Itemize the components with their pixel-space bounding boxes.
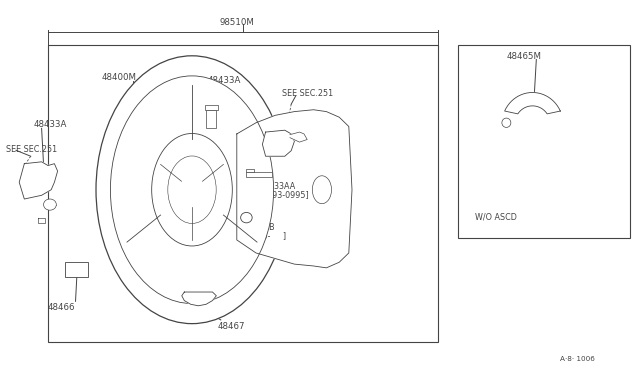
Bar: [48, 45, 438, 342]
Polygon shape: [504, 93, 561, 114]
Ellipse shape: [241, 212, 252, 223]
Bar: [206, 110, 216, 128]
Polygon shape: [262, 130, 294, 156]
Ellipse shape: [44, 199, 56, 210]
Text: [1193-0995]: [1193-0995]: [259, 190, 309, 199]
Bar: [205, 105, 218, 110]
Bar: [246, 172, 272, 177]
Polygon shape: [19, 162, 58, 199]
Text: 48433A: 48433A: [33, 120, 67, 129]
Text: SEE SEC.251: SEE SEC.251: [282, 89, 333, 98]
Ellipse shape: [168, 156, 216, 224]
Ellipse shape: [96, 56, 288, 324]
Text: 98510M: 98510M: [220, 18, 254, 27]
Ellipse shape: [312, 176, 332, 204]
Text: [0995-     ]: [0995- ]: [244, 231, 287, 240]
Text: W/O ASCD: W/O ASCD: [475, 212, 516, 221]
Text: 48466: 48466: [48, 303, 76, 312]
Text: A·8· 1006: A·8· 1006: [561, 356, 595, 362]
Text: 48400M: 48400M: [101, 73, 136, 82]
Bar: [246, 169, 254, 172]
Ellipse shape: [152, 134, 232, 246]
Text: 48433AA: 48433AA: [259, 182, 296, 191]
Text: 48433A: 48433A: [208, 76, 241, 85]
Text: 48465B: 48465B: [244, 223, 275, 232]
Ellipse shape: [502, 118, 511, 127]
Polygon shape: [290, 132, 307, 142]
Text: 48465M: 48465M: [507, 52, 542, 61]
Text: SEE SEC.251: SEE SEC.251: [6, 145, 58, 154]
Bar: [65, 262, 88, 277]
Polygon shape: [237, 110, 352, 268]
Polygon shape: [182, 292, 216, 306]
Bar: [458, 45, 630, 238]
Text: 48467: 48467: [218, 322, 245, 331]
Ellipse shape: [111, 76, 274, 304]
Polygon shape: [38, 218, 45, 223]
